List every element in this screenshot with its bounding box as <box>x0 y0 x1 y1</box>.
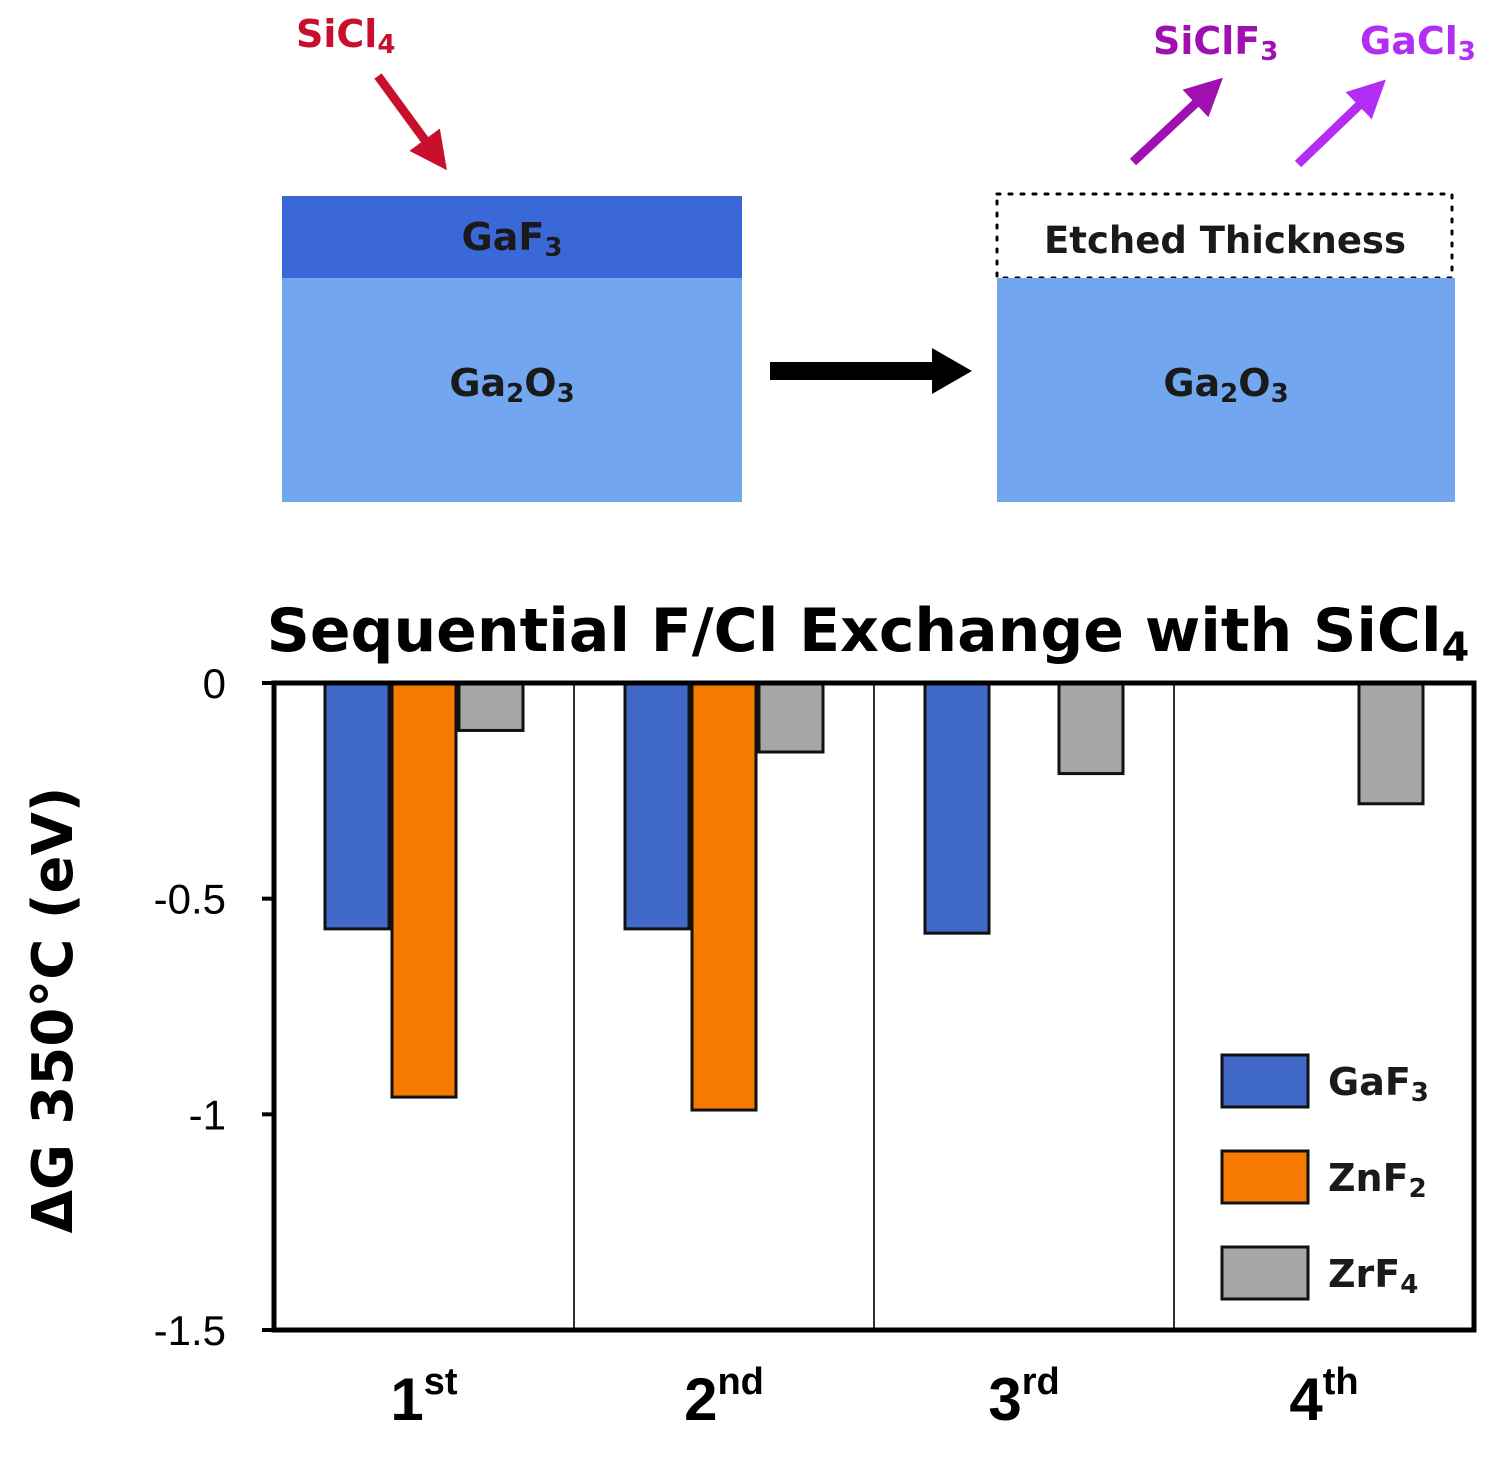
bar-znf2-cat1 <box>390 681 458 1099</box>
outgoing-arrow-gacl3-icon <box>1294 79 1386 168</box>
x-category-label: 2nd <box>684 1361 764 1433</box>
bar-zrf4-cat2 <box>757 681 825 754</box>
y-axis-label: ΔG 350°C (eV) <box>21 787 86 1234</box>
legend-swatch-zrf4 <box>1220 1245 1310 1301</box>
legend-swatch-znf2 <box>1220 1149 1310 1205</box>
y-tick-label: 0 <box>203 660 226 707</box>
bar-znf2-cat2 <box>690 681 758 1112</box>
y-tick-label: -1 <box>189 1091 226 1138</box>
y-tick-label: -1.5 <box>154 1307 226 1354</box>
incoming-arrow-icon <box>374 73 447 171</box>
ga2o3-substrate-right <box>997 278 1455 502</box>
gacl3-label: GaCl3 <box>1360 19 1476 67</box>
legend-label-gaf3: GaF3 <box>1328 1060 1429 1108</box>
bar-gaf3-cat3 <box>923 681 991 935</box>
bar-gaf3-cat2 <box>623 681 691 931</box>
outgoing-arrow-siclf3-icon <box>1129 77 1224 166</box>
plot-frame <box>271 680 1477 1333</box>
x-category-label: 3rd <box>988 1361 1059 1433</box>
x-category-label: 4th <box>1289 1361 1358 1433</box>
gaf3-layer-label: GaF3 <box>462 215 563 263</box>
plot-area: 0 -0.5 -1 -1.5 1st 2nd 3rd 4th <box>154 660 1477 1433</box>
ga2o3-right-label: Ga2O3 <box>1163 361 1288 409</box>
gaf3-layer <box>282 196 742 278</box>
x-category-label: 1st <box>390 1361 458 1433</box>
process-arrow-icon <box>932 348 972 394</box>
bar-zrf4-cat3 <box>1057 681 1125 776</box>
chart-title: Sequential F/Cl Exchange with SiCl4 <box>267 596 1470 671</box>
y-tick-label: -0.5 <box>154 876 226 923</box>
legend-swatch-gaf3 <box>1220 1053 1310 1109</box>
legend-label-zrf4: ZrF4 <box>1328 1252 1418 1300</box>
siclf3-label: SiClF3 <box>1153 19 1278 67</box>
etched-thickness-label: Etched Thickness <box>1044 219 1406 262</box>
legend: GaF3 ZnF2 ZrF4 <box>1220 1053 1429 1301</box>
etch-diagram: SiCl4 GaF3 Ga2O3 Etched Thickness Ga2O3 … <box>282 12 1476 502</box>
bar-zrf4-cat4 <box>1357 681 1425 806</box>
left-gas-label: SiCl4 <box>296 12 395 60</box>
legend-label-znf2: ZnF2 <box>1328 1156 1427 1204</box>
bar-zrf4-cat1 <box>457 681 525 732</box>
bar-chart: Sequential F/Cl Exchange with SiCl4 ΔG 3… <box>21 596 1477 1433</box>
ga2o3-substrate-left <box>282 278 742 502</box>
ga2o3-left-label: Ga2O3 <box>449 361 574 409</box>
bar-gaf3-cat1 <box>323 681 391 931</box>
